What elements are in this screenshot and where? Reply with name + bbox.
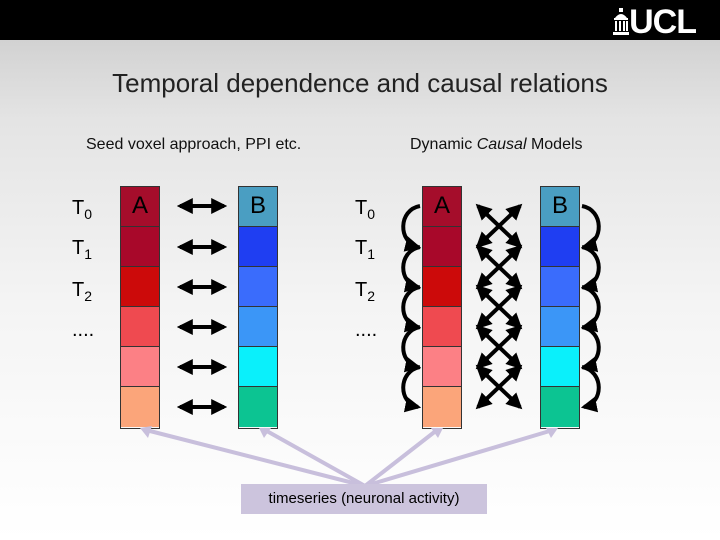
callout-line-left-b <box>263 428 367 488</box>
timeseries-cell <box>121 307 159 347</box>
timeseries-cell <box>541 387 579 427</box>
timeseries-cell <box>423 307 461 347</box>
right-region-a-column <box>422 186 462 429</box>
timeseries-cell <box>541 347 579 387</box>
self-loop-arrow <box>401 365 422 413</box>
right-subtitle-post: Models <box>526 136 583 153</box>
timeseries-cell <box>541 267 579 307</box>
self-loop-arrow <box>580 285 601 333</box>
left-double-arrows <box>176 198 228 415</box>
right-subtitle: Dynamic Causal Models <box>410 136 583 154</box>
right-region-a-label: A <box>433 192 450 219</box>
timeseries-cell <box>541 227 579 267</box>
self-loop-arrow <box>401 204 422 252</box>
timeseries-cell <box>423 347 461 387</box>
timeseries-cell <box>423 227 461 267</box>
ucl-logo: UCL <box>613 3 697 41</box>
slide-title: Temporal dependence and causal relations <box>112 68 608 98</box>
right-row-label-0: T0 <box>355 197 376 222</box>
self-loop-arrow <box>401 325 422 373</box>
timeseries-cell <box>239 227 277 267</box>
timeseries-cell <box>121 267 159 307</box>
timeseries-cell <box>121 347 159 387</box>
timeseries-cell <box>541 307 579 347</box>
left-region-a-column <box>120 186 160 429</box>
left-region-a-label: A <box>131 192 148 219</box>
self-loop-arrow <box>401 285 422 333</box>
timeseries-cell <box>239 307 277 347</box>
cross-arrow <box>475 244 523 290</box>
cross-arrow <box>475 324 523 370</box>
self-loop-arrow <box>580 365 601 413</box>
left-region-b-label: B <box>249 192 266 219</box>
right-row-label-2: T2 <box>355 279 376 304</box>
right-subtitle-pre: Dynamic <box>410 136 477 153</box>
ucl-portico-icon <box>613 8 630 35</box>
timeseries-callout-lines <box>144 428 555 488</box>
callout-line-right-a <box>363 428 439 488</box>
timeseries-cell <box>423 267 461 307</box>
callout-arrowheads <box>140 426 558 438</box>
cross-arrow <box>475 284 523 330</box>
left-row-label-2: T2 <box>72 279 93 304</box>
cross-arrow <box>475 203 523 249</box>
left-row-label-1: T1 <box>72 237 93 262</box>
left-region-b-column <box>238 186 278 429</box>
right-region-b-column <box>540 186 580 429</box>
self-loop-arrow <box>580 325 601 373</box>
timeseries-cell <box>121 227 159 267</box>
self-loop-arrow <box>580 245 601 293</box>
callout-line-right-b <box>363 428 555 488</box>
self-loop-arrow <box>580 204 601 252</box>
timeseries-label-box: timeseries (neuronal activity) <box>241 484 487 514</box>
timeseries-cell <box>239 267 277 307</box>
timeseries-cell <box>239 347 277 387</box>
right-row-label-3: .... <box>355 319 378 341</box>
timeseries-cell <box>121 187 159 227</box>
timeseries-cell <box>423 387 461 427</box>
timeseries-cell <box>239 187 277 227</box>
callout-line-left-a <box>144 428 367 488</box>
cross-arrow <box>475 364 523 410</box>
left-subtitle: Seed voxel approach, PPI etc. <box>86 136 302 153</box>
timeseries-cell <box>423 187 461 227</box>
header-bar: UCL <box>0 0 720 40</box>
timeseries-cell <box>239 387 277 427</box>
right-cross-arrows <box>475 203 523 410</box>
self-loop-arrow <box>401 245 422 293</box>
right-subtitle-em: Causal <box>476 136 527 153</box>
region-a-self-loops <box>401 204 422 413</box>
right-region-b-label: B <box>551 192 568 219</box>
left-row-label-3: .... <box>72 319 95 341</box>
logo-text: UCL <box>629 3 697 41</box>
timeseries-cell <box>541 187 579 227</box>
region-b-self-loops <box>580 204 601 413</box>
timeseries-cell <box>121 387 159 427</box>
left-row-label-0: T0 <box>72 197 93 222</box>
right-row-label-1: T1 <box>355 237 376 262</box>
